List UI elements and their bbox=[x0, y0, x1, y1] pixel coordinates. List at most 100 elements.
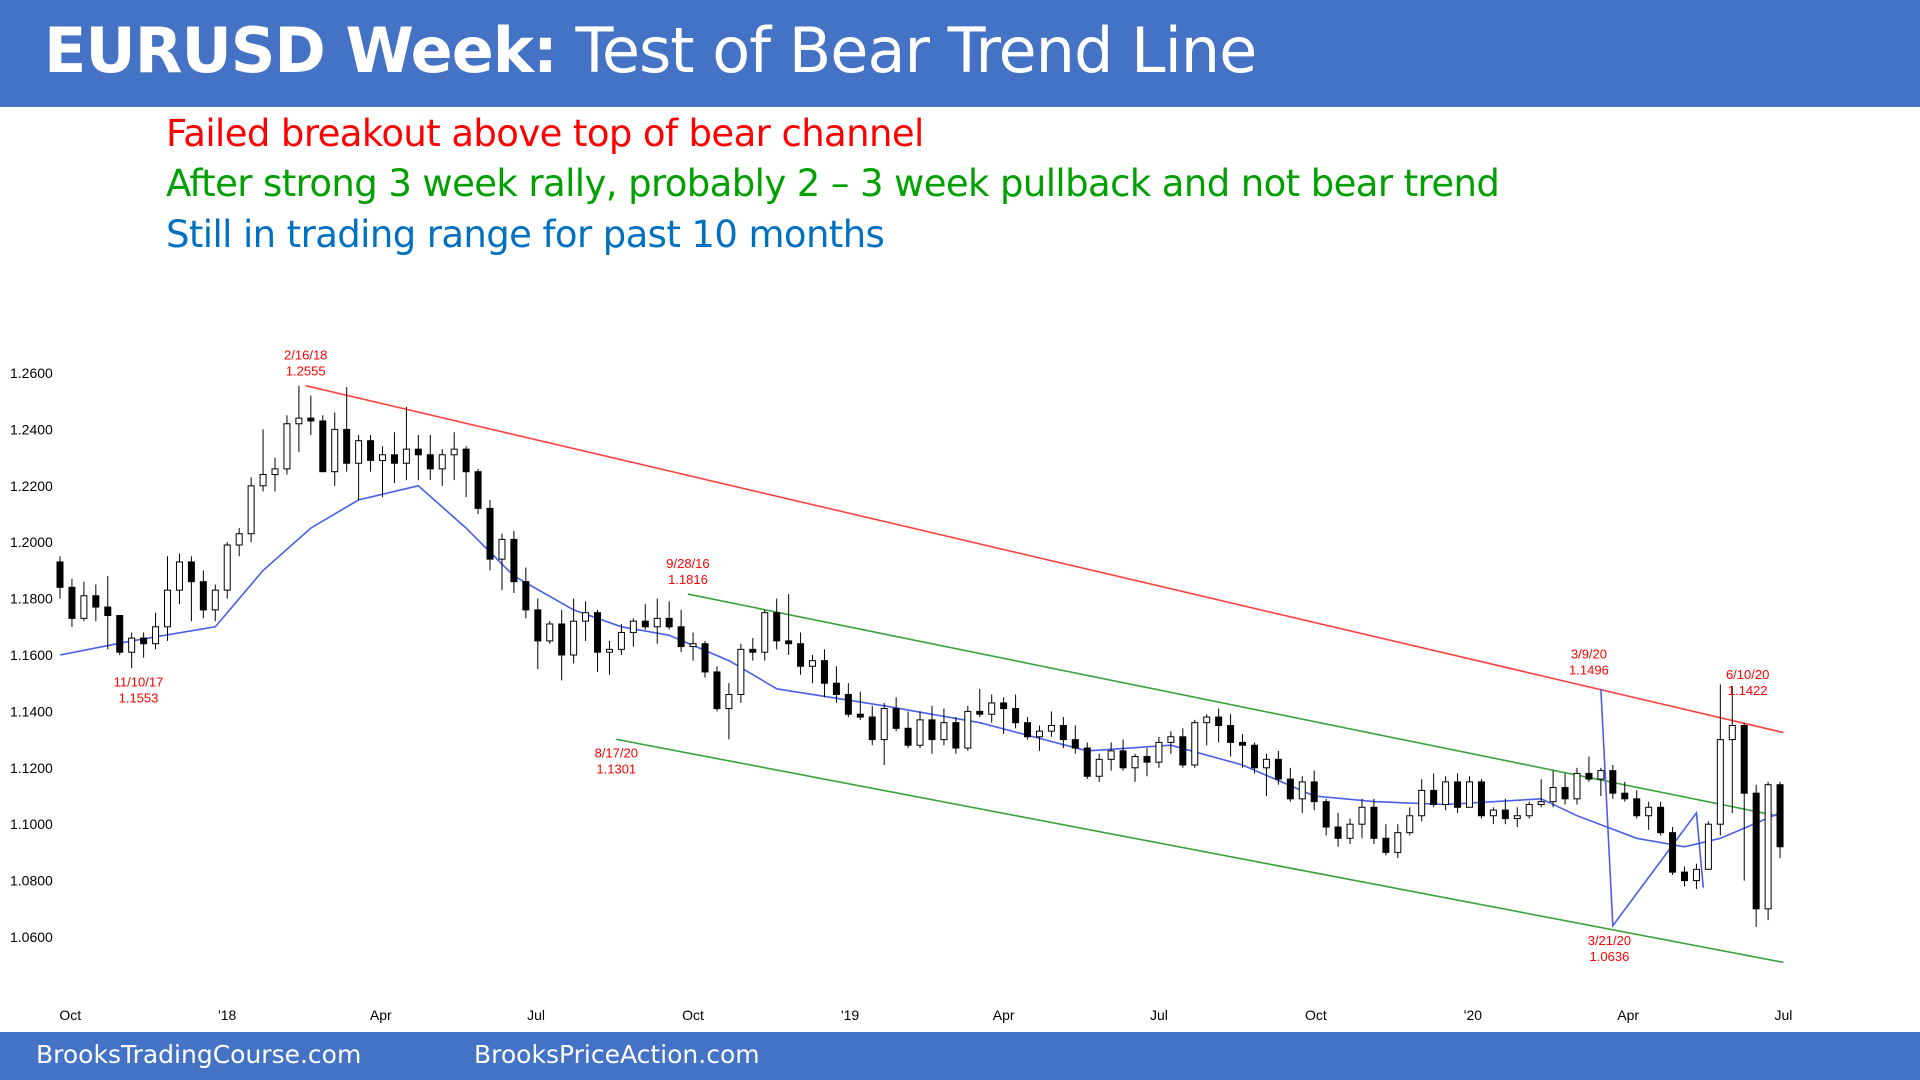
bear-candle-body bbox=[594, 612, 602, 653]
bull-candle-body bbox=[1167, 736, 1175, 743]
bear-candle-body bbox=[892, 708, 900, 729]
candle bbox=[1370, 798, 1378, 844]
y-tick-label: 1.2000 bbox=[10, 534, 53, 550]
wedge-line bbox=[1600, 688, 1705, 928]
candle bbox=[546, 621, 554, 644]
candle bbox=[1561, 773, 1569, 805]
bear-candle-body bbox=[797, 643, 805, 667]
bear-candle-body bbox=[1215, 716, 1223, 727]
annotation-price: 1.1553 bbox=[119, 690, 159, 705]
footer-link-brooks-trading-course[interactable]: BrooksTradingCourse.com bbox=[36, 1040, 362, 1069]
candle bbox=[1752, 784, 1760, 927]
candle bbox=[1179, 728, 1187, 768]
bear-candle-body bbox=[534, 609, 542, 642]
candle bbox=[211, 584, 219, 622]
bull-candle-body bbox=[259, 474, 267, 487]
x-tick-label: '19 bbox=[841, 1007, 859, 1023]
candle bbox=[438, 449, 446, 486]
candle bbox=[629, 618, 637, 647]
bull-candle-body bbox=[617, 631, 625, 650]
candle bbox=[462, 446, 470, 498]
bear-candle-body bbox=[1776, 784, 1784, 848]
bear-candle-body bbox=[1024, 722, 1032, 738]
bull-candle-body bbox=[175, 561, 183, 591]
x-tick-label: Apr bbox=[370, 1007, 392, 1023]
bull-candle-body bbox=[1191, 722, 1199, 766]
bull-candle-body bbox=[379, 454, 387, 461]
candle bbox=[1083, 742, 1091, 780]
bear-candle-body bbox=[1561, 787, 1569, 800]
bull-candle-body bbox=[1465, 781, 1473, 808]
candle bbox=[1012, 694, 1020, 729]
candle bbox=[964, 705, 972, 751]
bear-candle-body bbox=[1454, 781, 1462, 808]
bear-candle-body bbox=[641, 620, 649, 628]
title-symbol: EURUSD Week: bbox=[44, 14, 558, 87]
candle bbox=[653, 598, 661, 644]
candle bbox=[1274, 750, 1282, 785]
bull-candle-body bbox=[164, 589, 172, 628]
bull-candle-body bbox=[1047, 725, 1055, 732]
y-tick-label: 1.2400 bbox=[10, 421, 53, 437]
footer-link-brooks-price-action[interactable]: BrooksPriceAction.com bbox=[474, 1040, 760, 1069]
candle bbox=[1525, 801, 1533, 819]
bull-candle-body bbox=[1418, 789, 1426, 817]
bear-candle-body bbox=[474, 471, 482, 509]
candle bbox=[1477, 779, 1485, 819]
bear-candle-body bbox=[343, 428, 351, 464]
candle bbox=[1167, 731, 1175, 754]
candle bbox=[56, 556, 64, 599]
x-tick-label: Jul bbox=[1150, 1007, 1168, 1023]
bear-candle-body bbox=[68, 586, 76, 619]
bear-candle-body bbox=[904, 727, 912, 746]
y-tick-label: 1.1600 bbox=[10, 647, 53, 663]
bear-candle-body bbox=[390, 454, 398, 464]
bull-candle-body bbox=[1155, 741, 1163, 763]
bear-candle-body bbox=[665, 617, 673, 628]
candle bbox=[426, 435, 434, 481]
candle bbox=[797, 632, 805, 675]
bear-channel-bottom-line bbox=[616, 738, 1784, 964]
annotation-date: 11/10/17 bbox=[114, 674, 164, 689]
candle bbox=[904, 711, 912, 749]
bull-candle-body bbox=[450, 448, 458, 456]
bull-candle-body bbox=[402, 448, 410, 464]
bull-candle-body bbox=[438, 454, 446, 470]
annotation-date: 9/28/16 bbox=[666, 556, 709, 571]
bear-candle-body bbox=[1609, 770, 1617, 794]
title-subject: Test of Bear Trend Line bbox=[556, 14, 1258, 87]
candle bbox=[343, 387, 351, 472]
bear-candle-body bbox=[1430, 789, 1438, 805]
bear-candle-body bbox=[1227, 725, 1235, 743]
bear-candle-body bbox=[1071, 739, 1079, 749]
bull-candle-body bbox=[940, 722, 948, 741]
annotation-price: 1.1422 bbox=[1728, 683, 1768, 698]
candle bbox=[1119, 739, 1127, 771]
candle bbox=[1215, 708, 1223, 743]
candle bbox=[175, 553, 183, 605]
candle bbox=[594, 609, 602, 672]
candle bbox=[1418, 779, 1426, 822]
candle bbox=[785, 594, 793, 655]
bull-candle-body bbox=[1716, 739, 1724, 825]
candle bbox=[1728, 686, 1736, 813]
bull-candle-body bbox=[1442, 781, 1450, 805]
bull-candle-body bbox=[1728, 725, 1736, 741]
candle bbox=[402, 406, 410, 481]
bear-candle-body bbox=[832, 682, 840, 695]
bear-candle-body bbox=[1752, 792, 1760, 910]
candle bbox=[187, 556, 195, 622]
bull-candle-body bbox=[331, 428, 339, 473]
candle bbox=[701, 640, 709, 678]
bear-candle-body bbox=[319, 420, 327, 473]
candle bbox=[1549, 770, 1557, 808]
candle bbox=[486, 499, 494, 571]
candle bbox=[880, 702, 888, 765]
candle bbox=[199, 570, 207, 619]
candle bbox=[1227, 714, 1235, 757]
candle bbox=[223, 542, 231, 599]
candle bbox=[713, 666, 721, 712]
annotation-date: 8/17/20 bbox=[595, 745, 638, 760]
candle bbox=[665, 601, 673, 630]
candle bbox=[1394, 824, 1402, 859]
